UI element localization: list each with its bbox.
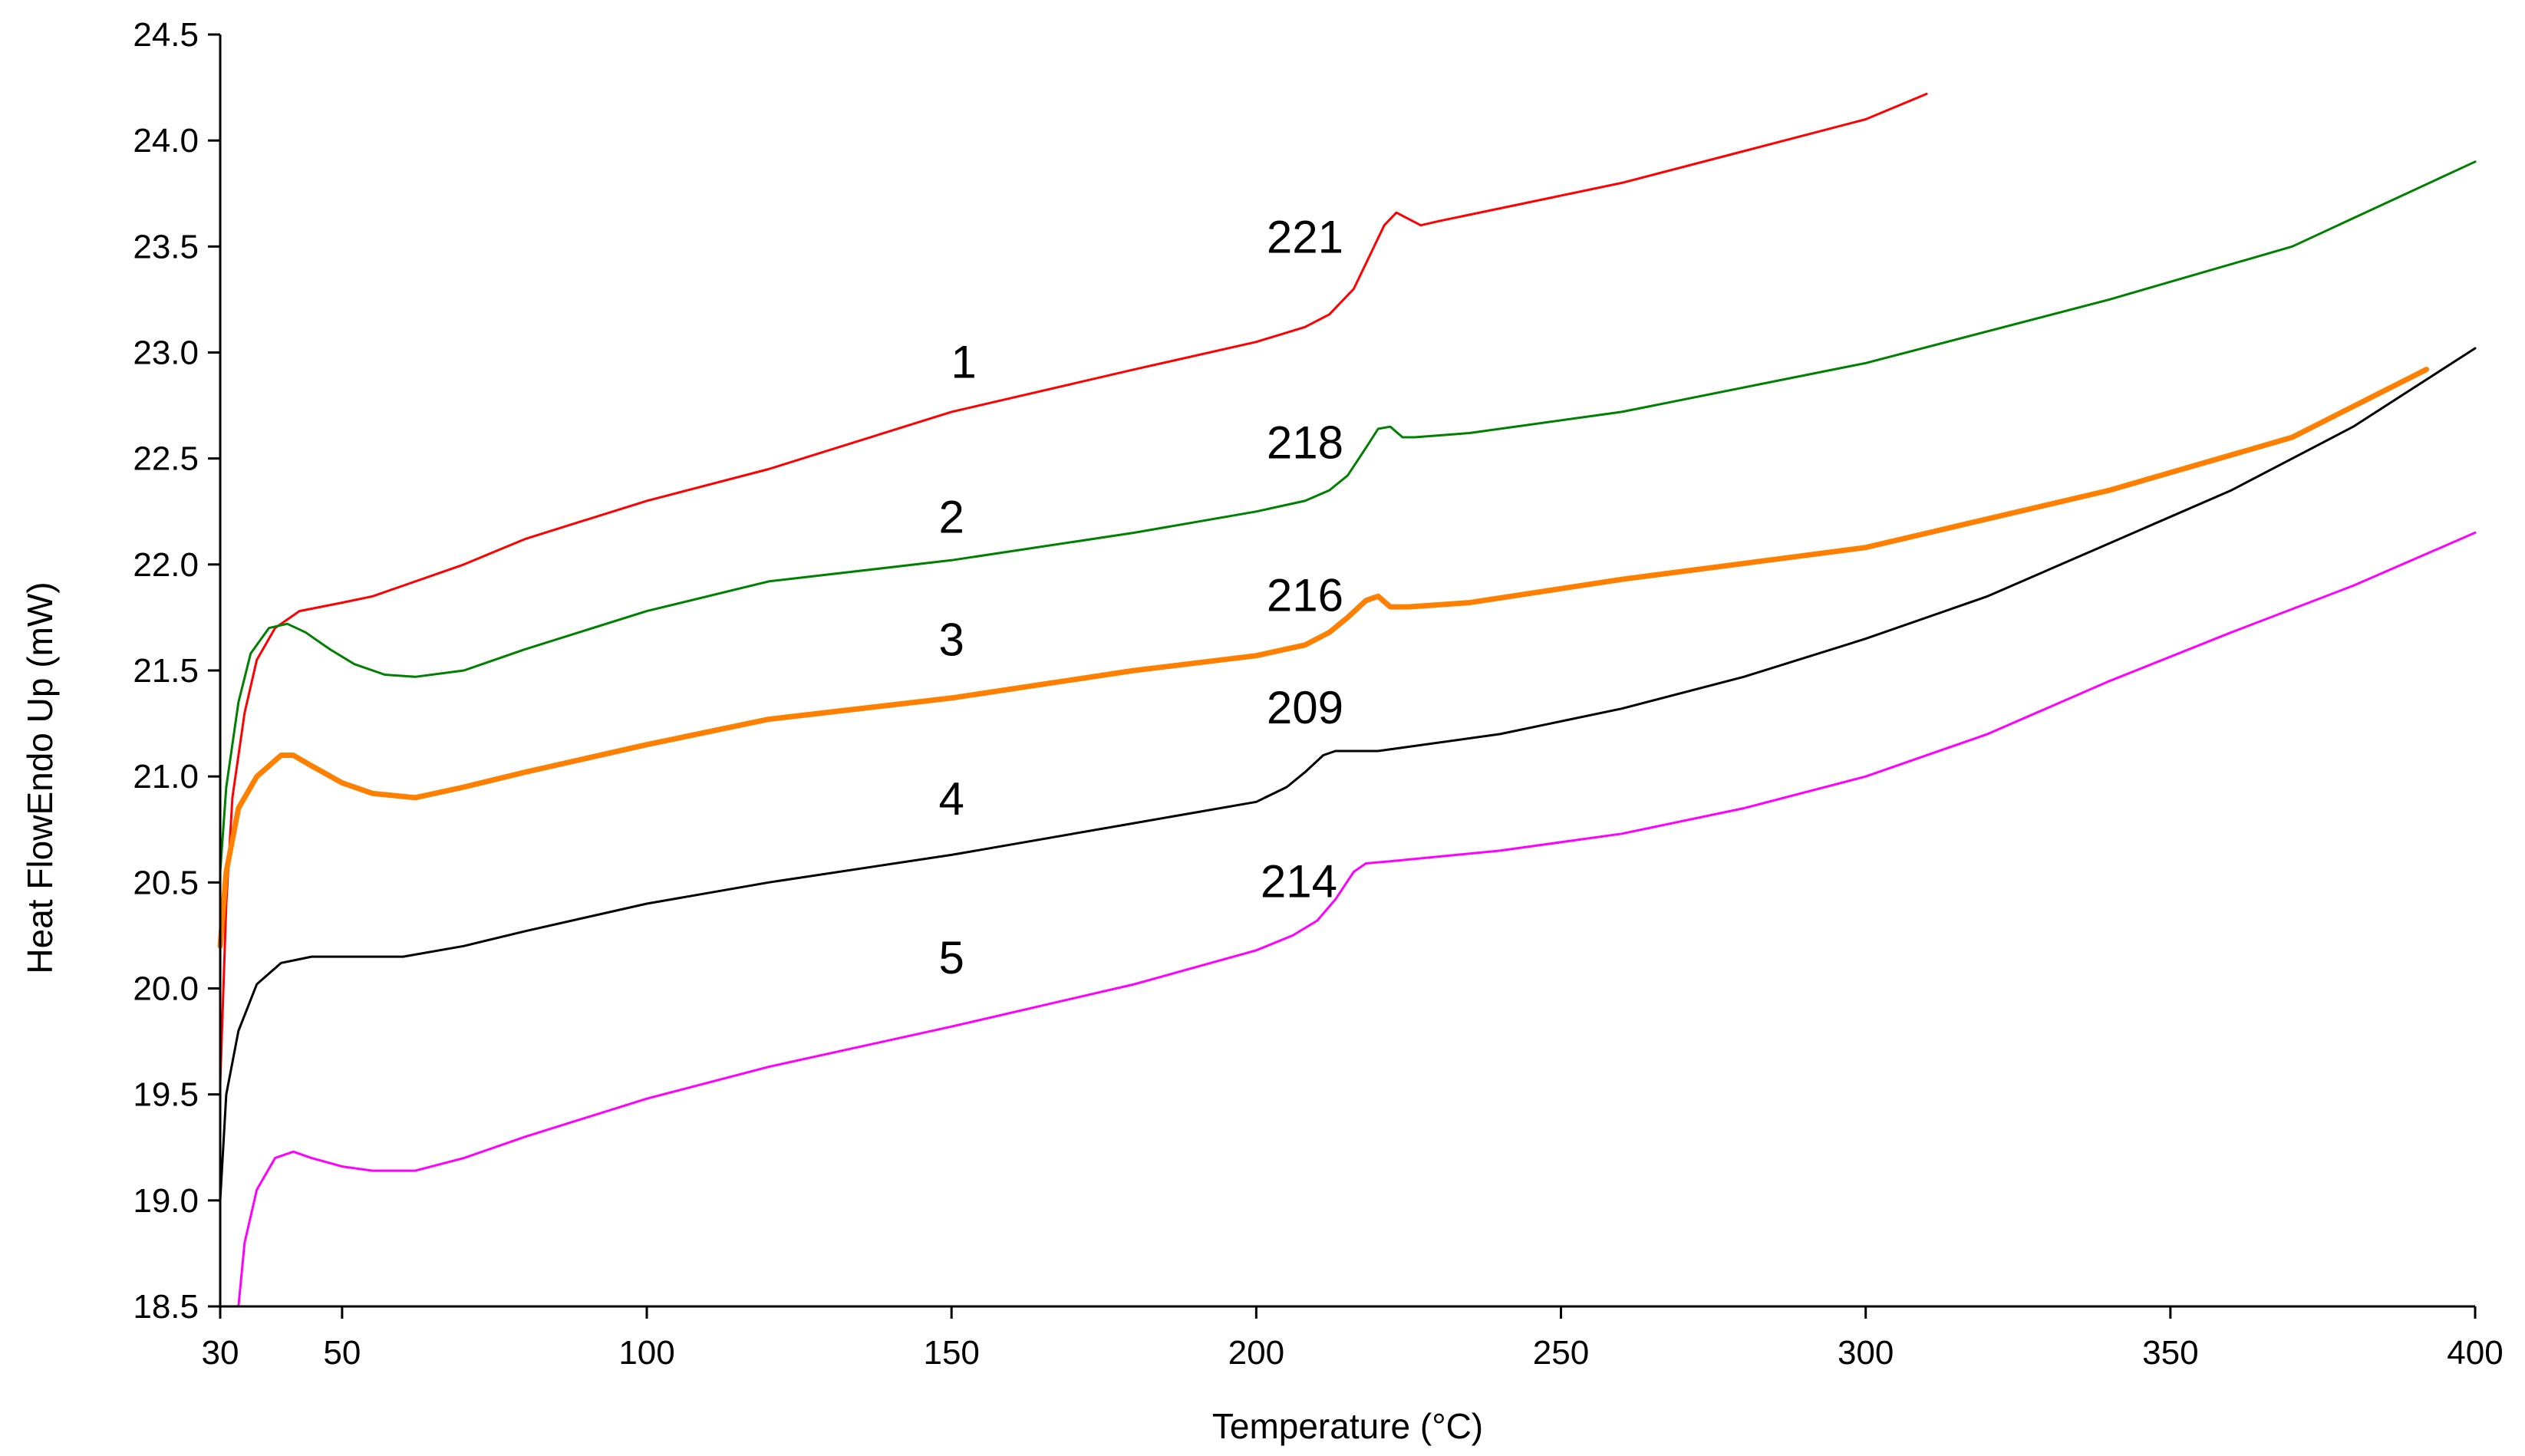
series-3-line xyxy=(217,367,2429,949)
curve-annotation: 216 xyxy=(1267,570,1343,621)
x-tick-label: 400 xyxy=(2447,1334,2503,1372)
curve-group xyxy=(217,92,2477,1308)
y-tick-label: 18.5 xyxy=(133,1288,199,1326)
y-axis-title: Heat FlowEndo Up (mW) xyxy=(20,581,60,973)
y-tick-label: 21.0 xyxy=(133,758,199,796)
x-tick-label: 250 xyxy=(1533,1334,1589,1372)
x-tick-label: 100 xyxy=(618,1334,674,1372)
curve-annotation: 221 xyxy=(1267,212,1343,263)
y-tick-label: 19.0 xyxy=(133,1182,199,1220)
curve-annotation: 4 xyxy=(939,773,964,825)
y-tick-group: 18.5 19.0 19.5 20.0 20.5 21.0 21.5 22.0 22.5 23.0… xyxy=(133,16,220,1326)
y-tick-label: 19.5 xyxy=(133,1076,199,1114)
y-tick-label: 22.0 xyxy=(133,546,199,584)
y-tick-label: 23.0 xyxy=(133,334,199,372)
curve-annotation: 3 xyxy=(939,614,964,666)
series-1-line xyxy=(219,92,1928,1085)
x-tick-group: 30 50 100 150 200 250 300 350 400 xyxy=(202,1306,2504,1372)
series-5-line xyxy=(237,531,2477,1308)
y-tick-label: 22.5 xyxy=(133,440,199,478)
curve-annotation: 5 xyxy=(939,932,964,983)
x-tick-label: 150 xyxy=(923,1334,979,1372)
curve-annotation: 1 xyxy=(951,337,976,388)
curve-annotation: 218 xyxy=(1267,417,1343,469)
x-tick-label: 300 xyxy=(1838,1334,1894,1372)
y-tick-label: 20.0 xyxy=(133,970,199,1008)
annotation-group: 221 1 218 2 216 3 209 4 214 5 xyxy=(939,212,1343,984)
x-tick-label: 200 xyxy=(1228,1334,1284,1372)
curve-annotation: 2 xyxy=(939,491,964,542)
y-tick-label: 23.5 xyxy=(133,228,199,265)
x-tick-label: 350 xyxy=(2142,1334,2198,1372)
series-4-line xyxy=(219,347,2477,1202)
y-tick-label: 24.5 xyxy=(133,16,199,54)
y-tick-label: 20.5 xyxy=(133,864,199,901)
x-tick-label: 50 xyxy=(323,1334,361,1372)
y-tick-label: 24.0 xyxy=(133,122,199,160)
x-tick-label: 30 xyxy=(202,1334,239,1372)
curve-annotation: 214 xyxy=(1261,856,1337,908)
y-tick-label: 21.5 xyxy=(133,652,199,690)
x-axis-title: Temperature (°C) xyxy=(1212,1406,1483,1446)
series-2-line xyxy=(219,160,2477,873)
curve-annotation: 209 xyxy=(1267,682,1343,733)
